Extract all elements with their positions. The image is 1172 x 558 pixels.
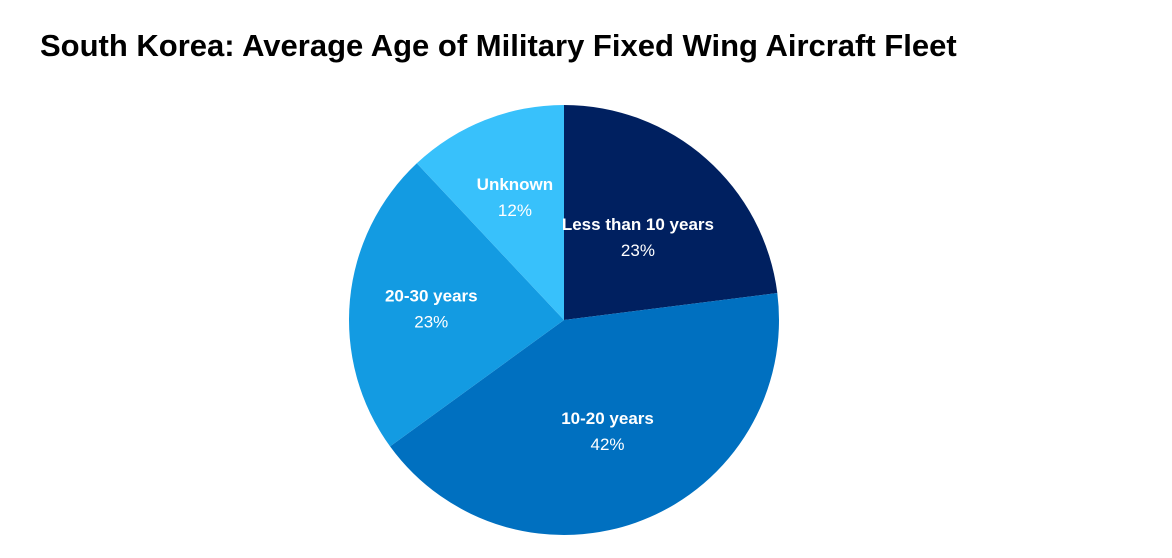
slice-label-unknown: Unknown — [477, 175, 554, 194]
slice-value-20-30-years: 23% — [414, 312, 448, 331]
slice-label-less-than-10-years: Less than 10 years — [562, 215, 714, 234]
slice-label-10-20-years: 10-20 years — [561, 409, 654, 428]
slice-value-unknown: 12% — [498, 201, 532, 220]
pie-slice-20-30-years — [349, 163, 564, 447]
chart-title: South Korea: Average Age of Military Fix… — [40, 28, 957, 63]
slice-label-20-30-years: 20-30 years — [385, 286, 478, 305]
pie-slice-unknown — [416, 105, 564, 320]
pie-slices — [349, 105, 779, 535]
pie-slice-10-20-years — [390, 293, 779, 535]
pie-labels: Less than 10 years 23% 10-20 years 42% 20-30… — [385, 175, 714, 454]
pie-slice-less-than-10-years — [564, 105, 778, 320]
slice-value-10-20-years: 42% — [591, 435, 625, 454]
slice-value-less-than-10-years: 23% — [621, 241, 655, 260]
